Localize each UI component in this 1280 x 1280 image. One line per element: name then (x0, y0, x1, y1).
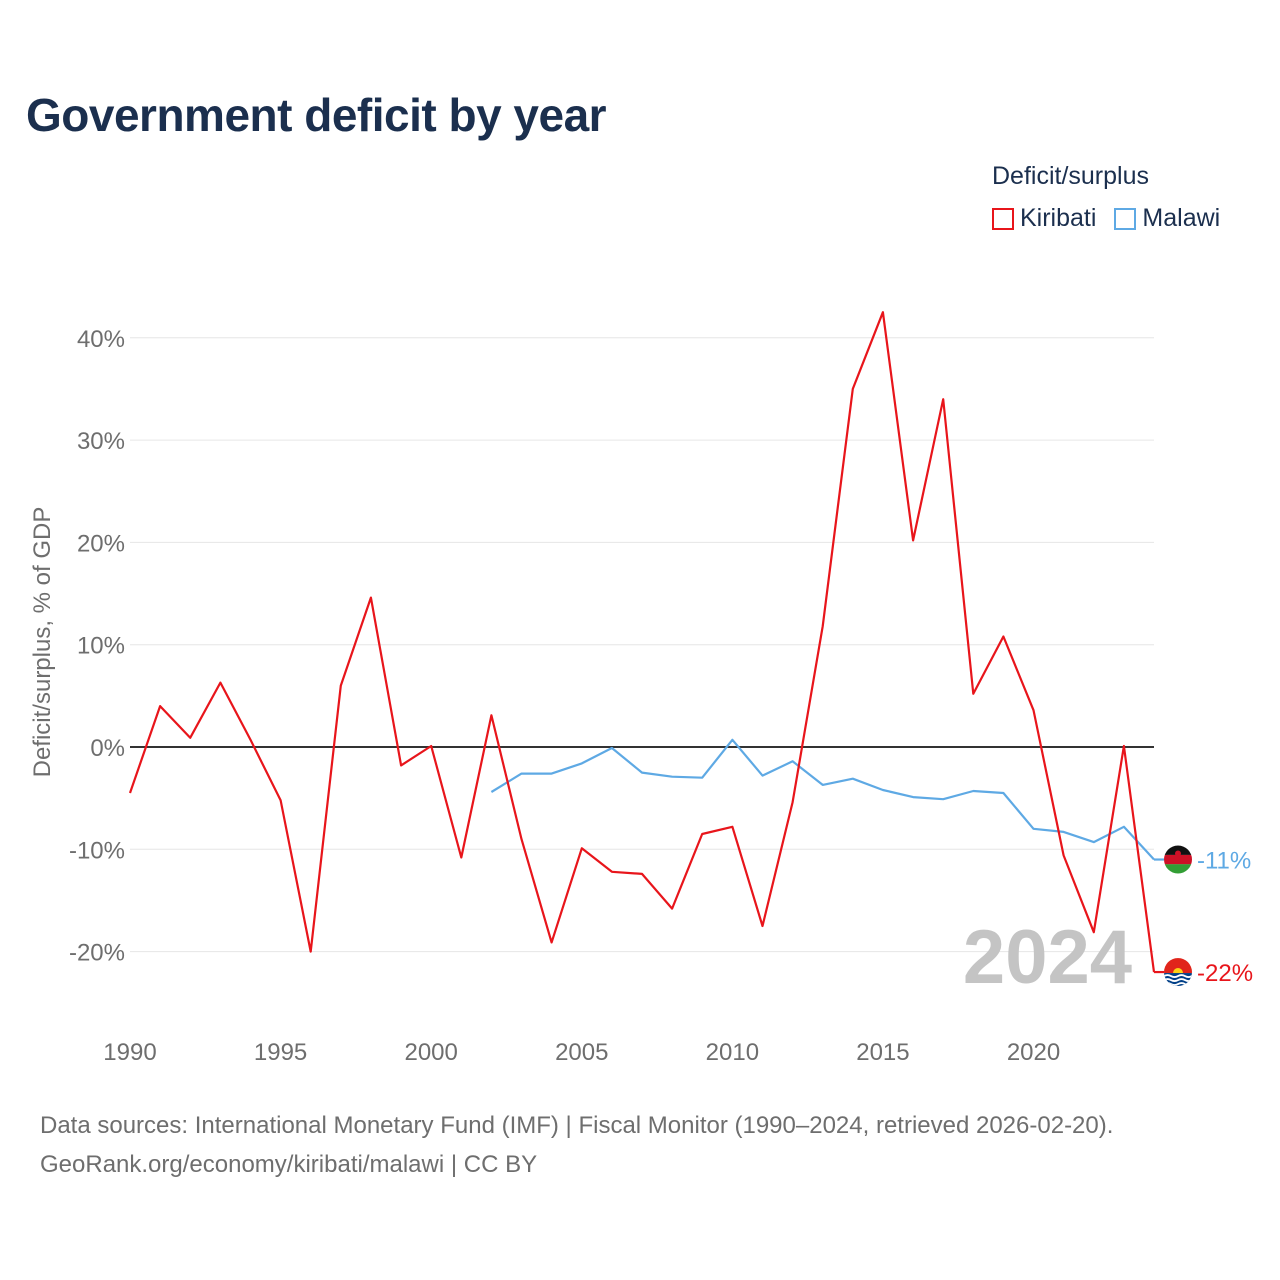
y-tick-label: -20% (69, 940, 125, 967)
x-tick-label: 1990 (103, 1039, 156, 1066)
series-lines (128, 311, 1156, 973)
end-label-malawi: -11% (1197, 848, 1251, 875)
x-tick-label: 2015 (856, 1039, 909, 1066)
legend-swatch-malawi (1114, 207, 1137, 230)
flag-icon-malawi (1164, 845, 1192, 874)
legend-title: Deficit/surplus (992, 162, 1149, 190)
x-tick-label: 2005 (555, 1039, 608, 1066)
y-axis-label: Deficit/surplus, % of GDP (29, 507, 56, 778)
legend-item-kiribati[interactable]: Kiribati (992, 204, 1096, 233)
y-tick-label: 30% (77, 428, 125, 455)
gridlines (130, 337, 1154, 953)
y-tick-label: 20% (77, 530, 125, 557)
series-line-kiribati (128, 311, 1156, 973)
source-line-1: Data sources: International Monetary Fun… (40, 1112, 1114, 1139)
data-source-note: Data sources: International Monetary Fun… (40, 1106, 1113, 1184)
year-watermark: 2024 (963, 915, 1132, 1000)
y-tick-label: 0% (90, 735, 125, 762)
series-end-markers: -11% -22% (1154, 845, 1253, 987)
y-tick-label: -10% (69, 837, 125, 864)
chart-title: Government deficit by year (26, 89, 607, 141)
legend-label-kiribati: Kiribati (1020, 204, 1097, 232)
x-tick-label: 2000 (404, 1039, 457, 1066)
line-chart: -20% -10% 0% 10% 20% 30% 40% 1990 1995 2000 2005 2… (29, 311, 1253, 1066)
x-tick-label: 2010 (706, 1039, 759, 1066)
legend-item-malawi[interactable]: Malawi (1114, 204, 1220, 233)
x-tick-label: 1995 (254, 1039, 307, 1066)
legend-label-malawi: Malawi (1142, 204, 1221, 232)
x-tick-label: 2020 (1007, 1039, 1060, 1066)
y-tick-label: 40% (77, 326, 125, 353)
y-axis-ticks: -20% -10% 0% 10% 20% 30% 40% (69, 326, 125, 967)
source-line-2: GeoRank.org/economy/kiribati/malawi | CC… (40, 1151, 538, 1178)
legend: Kiribati Malawi (992, 204, 1220, 233)
x-axis-ticks: 1990 1995 2000 2005 2010 2015 2020 (103, 1039, 1060, 1066)
y-tick-label: 10% (77, 633, 125, 660)
end-label-kiribati: -22% (1197, 960, 1253, 987)
series-line-malawi (490, 738, 1155, 861)
legend-swatch-kiribati (992, 207, 1014, 230)
flag-icon-kiribati (1164, 958, 1192, 987)
